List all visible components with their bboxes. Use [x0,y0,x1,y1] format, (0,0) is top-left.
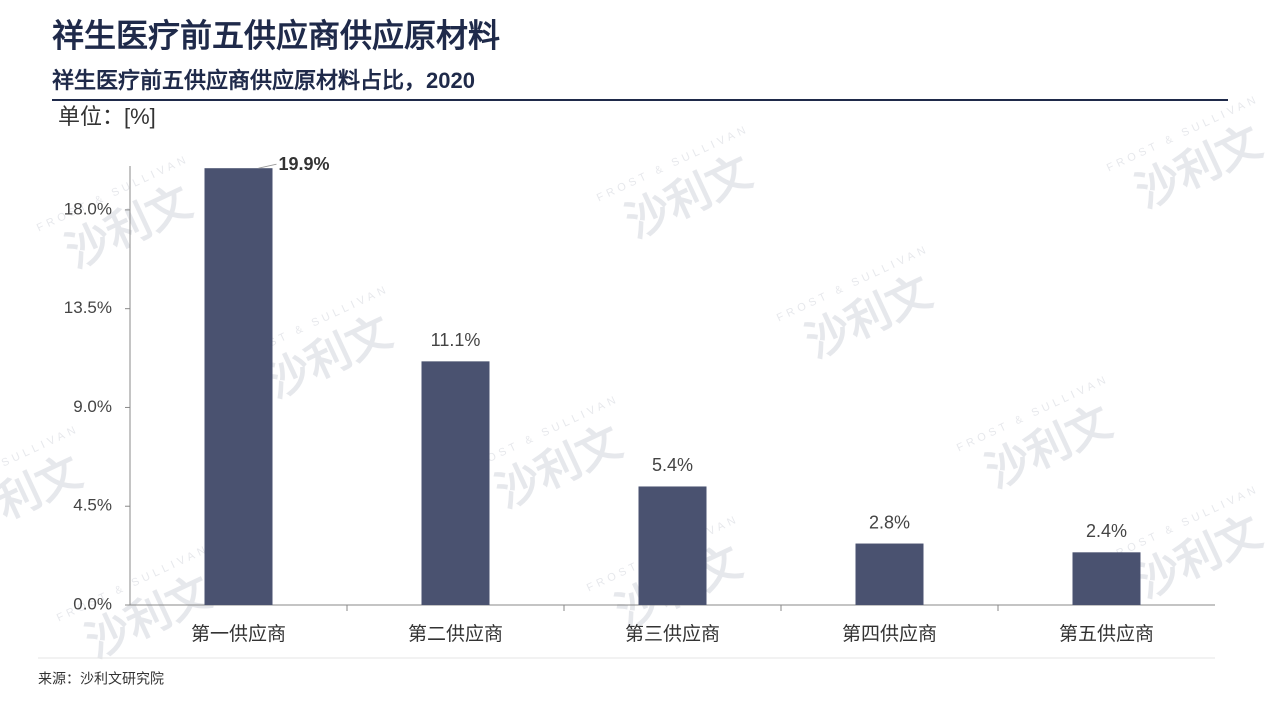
label-leader [258,163,277,169]
y-tick-label: 9.0% [73,397,112,416]
x-tick-label: 第一供应商 [191,623,286,645]
x-tick-label: 第五供应商 [1059,623,1154,645]
x-tick-label: 第三供应商 [625,623,720,645]
bar [1072,552,1141,605]
chart-title: 祥生医疗前五供应商供应原材料 [52,17,500,53]
bar [855,543,924,605]
bar [421,361,490,605]
x-tick-label: 第四供应商 [842,623,937,645]
bar [204,168,273,605]
y-tick-label: 13.5% [64,298,112,317]
y-tick-label: 0.0% [73,594,112,613]
value-label: 19.9% [279,154,330,174]
value-label: 5.4% [652,455,693,475]
bar [638,486,707,605]
x-tick-label: 第二供应商 [408,623,503,645]
y-tick-label: 18.0% [64,199,112,218]
unit-label: 单位：[%] [58,104,156,129]
y-tick-label: 4.5% [73,496,112,515]
value-label: 2.8% [869,512,910,532]
source: 来源：沙利文研究院 [38,671,164,687]
value-label: 11.1% [431,330,481,350]
chart-subtitle: 祥生医疗前五供应商供应原材料占比，2020 [52,68,475,93]
value-label: 2.4% [1086,521,1127,541]
